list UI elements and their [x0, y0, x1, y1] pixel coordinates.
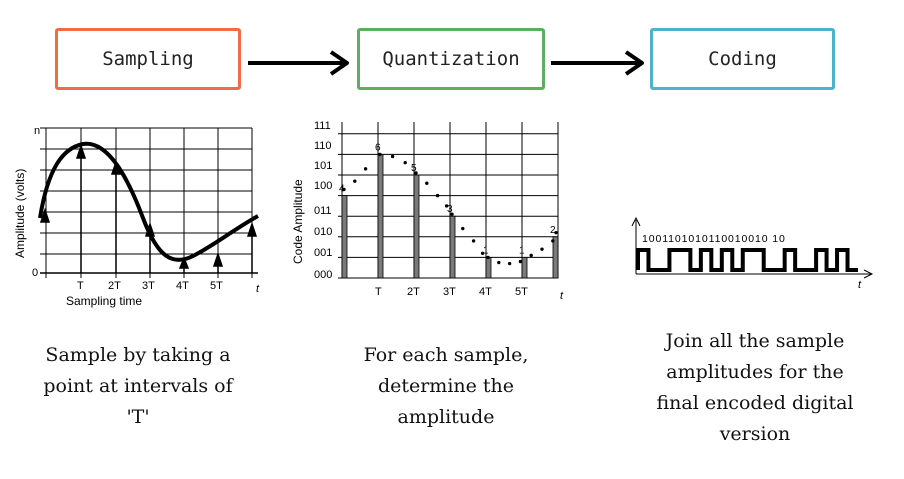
curve-dot [554, 230, 558, 235]
quantization-y-tick-label: 111 [314, 120, 331, 132]
curve-dot [435, 193, 440, 198]
curve-dot [378, 152, 382, 157]
curve-dot [529, 253, 533, 258]
caption-line: Join all the sample [665, 330, 845, 352]
quantization-x-tick-label: 3T [443, 286, 456, 298]
curve-dot [353, 179, 357, 183]
sample-code-label: 6 [375, 142, 381, 153]
coding-step-label: Coding [708, 48, 777, 70]
arrow-right-icon [248, 50, 349, 76]
quantization-x-tick-label: 2T [407, 286, 420, 298]
sampling-x-end-label: t [256, 283, 260, 295]
sampling-y-axis-label: Amplitude (volts) [13, 169, 27, 258]
sampling-step-label: Sampling [102, 48, 194, 70]
quantization-y-axis-label: Code Amplitude [291, 179, 305, 264]
curve-dot [540, 247, 544, 251]
quantization-y-tick-label: 000 [314, 269, 332, 281]
quantization-y-tick-label: 011 [314, 205, 332, 217]
caption-line: version [719, 423, 791, 445]
quantization-caption: For each sample, determine the amplitude [330, 340, 562, 433]
arrow-right-icon [551, 50, 644, 76]
sampling-x-tick-label: 3T [142, 280, 155, 292]
digital-waveform [636, 248, 858, 272]
quantization-x-tick-label: 5T [515, 286, 528, 298]
coding-bits-label: 1001101010110010010 10 [642, 233, 786, 245]
caption-line: 'T' [126, 406, 150, 428]
caption-line: Sample by taking a [45, 344, 231, 366]
curve-dot [450, 212, 454, 216]
sampling-step-box: Sampling [55, 28, 241, 90]
coding-step-box: Coding [650, 28, 835, 90]
caption-line: final encoded digital [656, 392, 854, 414]
curve-dot [518, 259, 523, 264]
sample-code-label: 3 [447, 204, 453, 215]
curve-dot [551, 239, 555, 243]
sample-bar [341, 195, 348, 279]
quantization-chart: 4 6 5 3 1 1 2 Code Amplitude 111 110 101 100 0… [291, 120, 564, 302]
curve-dot [342, 187, 346, 192]
sampling-y-zero-label: 0 [32, 267, 38, 279]
quantization-y-tick-label: 010 [314, 226, 332, 238]
sample-code-label: 1 [519, 245, 525, 256]
sampling-x-tick-label: T [77, 280, 84, 292]
curve-dot [363, 167, 368, 171]
caption-line: amplitudes for the [666, 361, 844, 383]
coding-caption: Join all the sample amplitudes for the f… [632, 326, 878, 450]
sample-bar [449, 215, 456, 279]
curve-dot [425, 181, 429, 185]
curve-dot [414, 171, 418, 175]
caption-line: For each sample, [363, 344, 529, 366]
curve-dot [403, 160, 407, 165]
quantization-x-end-label: t [560, 290, 564, 302]
curve-dot [444, 204, 449, 208]
sample-bar [552, 236, 559, 279]
quantization-y-tick-label: 101 [314, 160, 332, 172]
sampling-x-tick-label: 5T [210, 280, 223, 292]
caption-line: determine the [377, 375, 515, 397]
curve-dot [486, 255, 490, 260]
curve-dot [507, 261, 512, 266]
coding-waveform-chart: 1001101010110010010 10 t [631, 216, 874, 291]
sample-code-label: 5 [411, 163, 417, 174]
curve-dot [480, 251, 485, 255]
sample-bar [413, 174, 420, 279]
sampling-x-tick-label: 4T [176, 280, 189, 292]
quantization-step-label: Quantization [382, 48, 520, 70]
sample-code-label: 2 [550, 225, 556, 236]
quantization-y-tick-label: 100 [314, 180, 332, 192]
sample-code-label: 1 [483, 245, 489, 256]
caption-line: point at intervals of [43, 375, 233, 397]
sample-bar [377, 154, 384, 279]
quantization-step-box: Quantization [357, 28, 545, 90]
quantization-y-tick-label: 110 [314, 140, 332, 152]
quantization-x-tick-label: T [375, 286, 382, 298]
sample-bar [521, 256, 528, 279]
sample-bar [485, 256, 492, 279]
curve-dot [461, 226, 465, 231]
sampling-chart: n 0 Amplitude (volts) T 2T 3T 4T 5T t Sa… [13, 125, 260, 308]
curve-dot [497, 260, 501, 265]
sampling-x-tick-label: 2T [108, 280, 121, 292]
curve-dot [471, 239, 476, 243]
sampling-caption: Sample by taking a point at intervals of… [12, 340, 264, 433]
sample-code-label: 4 [339, 184, 345, 195]
caption-line: amplitude [397, 406, 495, 428]
quantization-x-tick-label: 4T [479, 286, 492, 298]
sampling-x-axis-label: Sampling time [66, 294, 142, 308]
quantization-y-tick-label: 001 [314, 247, 332, 259]
curve-dot [390, 154, 395, 159]
sampling-y-top-label: n [34, 125, 40, 137]
coding-x-end-label: t [858, 279, 862, 291]
